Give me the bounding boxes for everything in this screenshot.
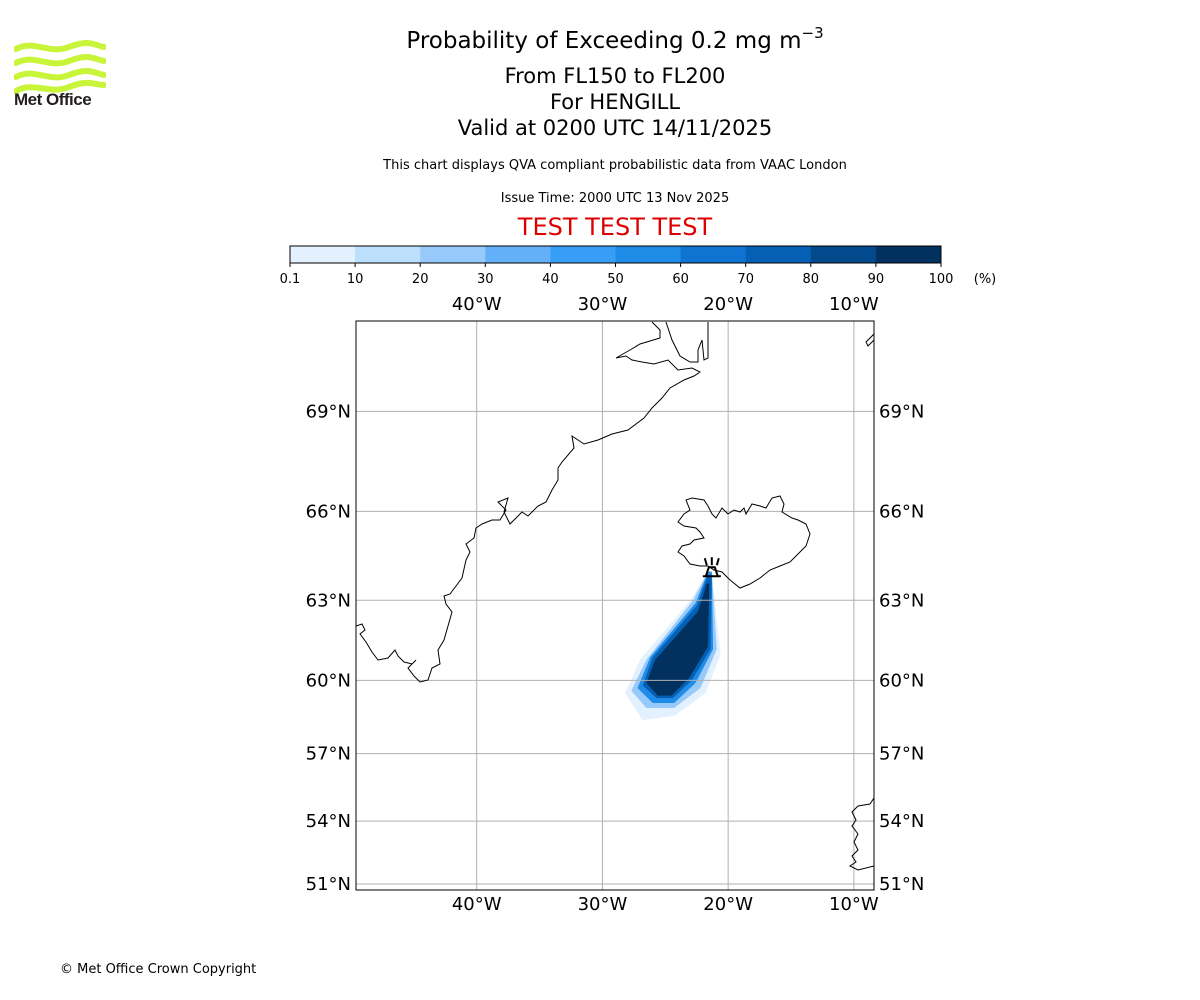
colorbar-tick-label: 40 — [542, 272, 559, 287]
lat-label-left: 60°N — [306, 670, 351, 691]
lon-label-top: 30°W — [578, 294, 628, 315]
gridlines — [356, 321, 874, 890]
lat-label-left: 69°N — [306, 401, 351, 422]
lon-label-bottom: 30°W — [578, 894, 628, 915]
lat-label-right: 69°N — [879, 401, 924, 422]
volcano-symbol — [702, 557, 721, 578]
colorbar-segment — [355, 246, 421, 263]
flight-level-range: From FL150 to FL200 — [504, 64, 726, 88]
lat-label-right: 63°N — [879, 590, 924, 611]
colorbar-tick-label: 90 — [868, 272, 885, 287]
colorbar-segment — [420, 246, 486, 263]
lon-label-bottom: 40°W — [452, 894, 502, 915]
plume-probability-region — [646, 583, 710, 696]
colorbar-segment — [485, 246, 551, 263]
coastlines — [356, 321, 874, 871]
colorbar-tick-label: 0.1 — [280, 272, 301, 287]
map-frame — [355, 320, 875, 891]
coastline-greenland-north — [665, 321, 709, 363]
colorbar-segment — [680, 246, 747, 263]
lon-label-bottom: 10°W — [829, 894, 879, 915]
lat-label-right: 57°N — [879, 744, 924, 765]
colorbar: 0.1 10 20 30 40 50 60 70 80 90 100 (%) — [280, 245, 997, 287]
coastline-island-ne — [865, 333, 874, 347]
copyright-notice: © Met Office Crown Copyright — [60, 962, 257, 977]
colorbar-unit-label: (%) — [974, 272, 997, 287]
test-banner: TEST TEST TEST — [517, 213, 713, 241]
colorbar-tick-label: 100 — [929, 272, 954, 287]
colorbar-segment — [875, 246, 942, 263]
colorbar-tick-label: 10 — [347, 272, 364, 287]
chart-description: This chart displays QVA compliant probab… — [383, 158, 847, 173]
colorbar-segment — [615, 246, 682, 263]
colorbar-tick-label: 30 — [477, 272, 494, 287]
coastline-greenland — [356, 321, 701, 683]
colorbar-segment — [290, 246, 356, 263]
lon-label-top: 20°W — [703, 294, 753, 315]
coastline-iceland — [677, 495, 811, 589]
lon-label-top: 10°W — [829, 294, 879, 315]
axis-labels: 40°W 40°W 30°W 30°W 20°W 20°W 10°W 10°W 69°N 69°N… — [306, 294, 925, 915]
colorbar-tick-label: 20 — [412, 272, 429, 287]
lon-label-bottom: 20°W — [703, 894, 753, 915]
chart-title-text: Probability of Exceeding 0.2 mg m — [406, 28, 802, 54]
map-background — [356, 321, 874, 890]
colorbar-segment — [745, 246, 812, 263]
volcano-icon — [702, 557, 721, 578]
colorbar-tick-label: 60 — [672, 272, 689, 287]
logo-waves-icon — [14, 39, 106, 94]
logo-text: Met Office — [14, 90, 92, 109]
colorbar-segment — [550, 246, 616, 263]
lat-label-left: 51°N — [306, 874, 351, 895]
issue-time: Issue Time: 2000 UTC 13 Nov 2025 — [500, 191, 730, 206]
colorbar-tick-label: 70 — [737, 272, 754, 287]
colorbar-tick-label: 50 — [607, 272, 624, 287]
lat-label-left: 63°N — [306, 590, 351, 611]
met-office-logo — [14, 39, 106, 94]
volcano-name: For HENGILL — [549, 90, 681, 114]
map-area: 40°W 40°W 30°W 30°W 20°W 20°W 10°W 10°W 69°N 69°N… — [306, 294, 925, 915]
coastline-ireland — [849, 797, 874, 871]
chart-title-superscript: −3 — [801, 24, 824, 42]
lat-label-left: 57°N — [306, 744, 351, 765]
lat-label-right: 51°N — [879, 874, 924, 895]
ash-plume — [625, 571, 721, 721]
lat-label-right: 54°N — [879, 811, 924, 832]
lat-label-right: 66°N — [879, 501, 924, 522]
lon-label-top: 40°W — [452, 294, 502, 315]
chart-title: Probability of Exceeding 0.2 mg m−3 — [0, 26, 1200, 55]
colorbar-segment — [810, 246, 877, 263]
valid-time: Valid at 0200 UTC 14/11/2025 — [457, 116, 773, 140]
colorbar-tick-label: 80 — [803, 272, 820, 287]
lat-label-left: 66°N — [306, 501, 351, 522]
lat-label-right: 60°N — [879, 670, 924, 691]
lat-label-left: 54°N — [306, 811, 351, 832]
